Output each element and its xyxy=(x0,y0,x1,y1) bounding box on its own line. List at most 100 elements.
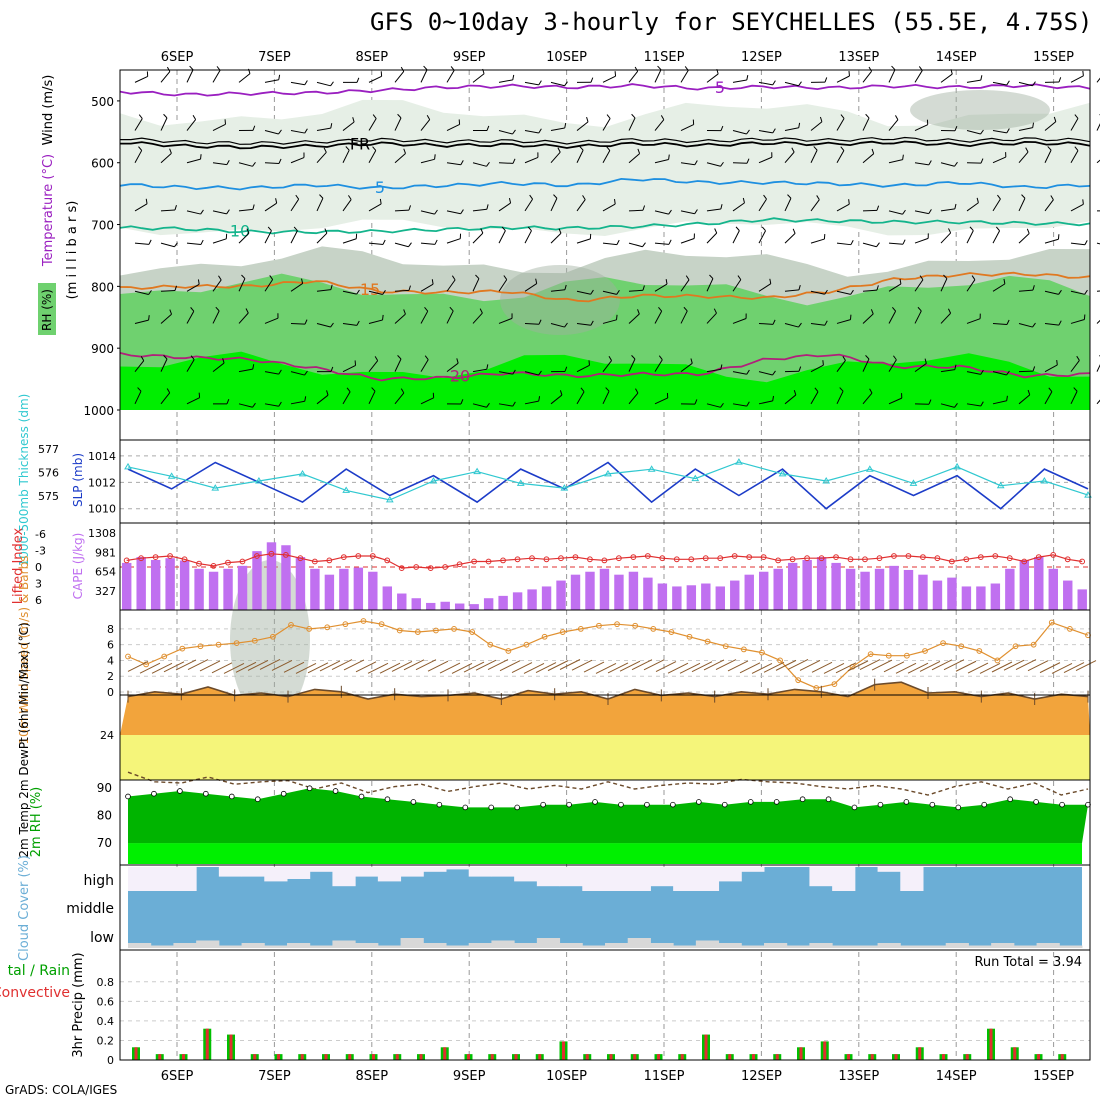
cloud-low-bar xyxy=(332,940,356,948)
wind-barb-flag xyxy=(839,387,844,392)
wind-barb-flag xyxy=(166,66,171,72)
wind-barb-flag xyxy=(694,209,698,214)
cloud-low-bar xyxy=(150,945,174,948)
li-point xyxy=(326,557,333,564)
surface-wind-barb xyxy=(403,659,425,671)
cloud-high-gap xyxy=(287,867,311,879)
cloud-low-bar xyxy=(627,938,651,948)
wind-barb xyxy=(394,242,409,248)
wind-barb-flag xyxy=(323,147,327,153)
wind-speed-point xyxy=(885,652,892,659)
wind-barb xyxy=(888,159,903,164)
wind-barb-flag xyxy=(564,366,568,372)
precip-tick: 0.2 xyxy=(97,1034,115,1047)
wind-barb-flag xyxy=(668,239,672,245)
cloud-high-gap xyxy=(218,867,243,877)
thickness-point xyxy=(996,481,1005,489)
wind-barb-flag xyxy=(408,242,412,248)
wind-barb xyxy=(290,130,305,134)
wind-barb-flag xyxy=(954,203,957,210)
li-point xyxy=(471,558,477,565)
cloud-high-gap xyxy=(241,867,265,877)
wind-barb xyxy=(394,358,402,372)
wind-barb xyxy=(264,79,279,83)
wind-tick: 0 xyxy=(107,686,114,699)
wind-barb-flag xyxy=(746,158,750,164)
wind-barb-flag xyxy=(512,158,516,164)
surface-wind-barb xyxy=(919,660,941,672)
wind-barb-flag xyxy=(1006,80,1010,86)
wind-barb xyxy=(576,238,591,244)
surface-wind-barb xyxy=(655,661,677,672)
cape-bar xyxy=(918,574,928,610)
li-point xyxy=(847,556,854,563)
cape-bar xyxy=(715,586,725,610)
surface-wind-barb xyxy=(427,660,449,672)
li-point xyxy=(659,555,666,562)
wind-speed-point xyxy=(577,625,584,632)
wind-barb xyxy=(238,403,253,408)
rh-point xyxy=(514,804,520,811)
wind-barb xyxy=(238,208,253,212)
wind-barb xyxy=(862,358,870,372)
wind-barb xyxy=(784,233,796,244)
wind-barb xyxy=(836,150,845,163)
wind-speed-point xyxy=(976,648,983,654)
surface-wind-barb xyxy=(967,662,989,674)
cloud-low-bar xyxy=(446,945,470,948)
wind-barb-flag xyxy=(614,199,616,205)
wind-barb-flag xyxy=(631,355,636,360)
wind-barb xyxy=(758,322,774,325)
wind-barb xyxy=(732,279,742,292)
li-point xyxy=(977,554,984,560)
li-point xyxy=(717,555,724,562)
wind-barb-flag xyxy=(189,65,194,71)
wind-barb-flag xyxy=(553,194,558,199)
cape-bar xyxy=(440,601,450,610)
li-point xyxy=(746,554,753,560)
wind-barb xyxy=(316,322,331,328)
wind-barb xyxy=(914,310,922,324)
surface-wind-barb xyxy=(619,660,641,672)
surface-wind-barb xyxy=(895,662,917,674)
cloud-low-bar xyxy=(287,943,311,948)
wind-barb xyxy=(888,242,903,245)
li-point xyxy=(500,557,506,564)
wind-barb-flag xyxy=(301,278,304,284)
wind-barb xyxy=(550,232,562,244)
wind-barb xyxy=(134,118,143,131)
wind-barb-flag xyxy=(356,289,360,295)
wind-barb-flag xyxy=(169,148,172,154)
rh-point xyxy=(929,801,936,808)
wind-barb xyxy=(966,318,981,324)
rh-axis-label: RH (%) xyxy=(40,289,54,331)
rh-point xyxy=(955,804,962,811)
wind-barb xyxy=(498,279,508,292)
cape-bar xyxy=(541,586,552,610)
surface-wind-barb xyxy=(535,662,557,673)
wind-barb-flag xyxy=(995,226,1000,232)
wind-barb xyxy=(810,149,818,163)
wind-barb-flag xyxy=(352,117,355,123)
cape-bar xyxy=(281,545,291,610)
li-point xyxy=(1050,552,1057,558)
wind-barb-flag xyxy=(475,274,480,279)
top-date-label: 6SEP xyxy=(161,50,194,65)
cloud-low-bar xyxy=(877,943,901,948)
wind-barb-flag xyxy=(634,66,639,72)
wind-barb xyxy=(342,199,352,212)
cape-bar xyxy=(454,603,465,610)
wind-barb xyxy=(472,278,480,292)
wind-barb xyxy=(238,162,253,167)
wind-barb-flag xyxy=(267,226,272,232)
wind-barb xyxy=(940,369,955,373)
wind-barb-flag xyxy=(772,370,776,376)
cape-bar xyxy=(397,593,407,610)
wind-barb-flag xyxy=(252,204,255,210)
wind-barb xyxy=(420,283,434,292)
wind-barb-flag xyxy=(824,77,828,83)
surface-wind-barb xyxy=(643,659,665,671)
li-point xyxy=(196,560,202,567)
cape-bar xyxy=(947,577,957,610)
wind-barb xyxy=(784,198,792,212)
